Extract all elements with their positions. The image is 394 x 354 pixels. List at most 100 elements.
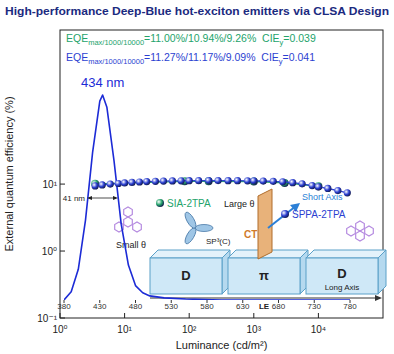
arrow-head [375, 295, 382, 301]
y-tick-label: 10⁰ [42, 246, 57, 257]
series-marker [314, 182, 322, 190]
annotation-part: EQE [66, 51, 88, 63]
annotation-part: =11.27%/11.17%/9.09% CIE [144, 51, 279, 63]
molecule-ring [347, 226, 356, 236]
annotation-part: EQE [66, 32, 88, 44]
propeller-blade [183, 226, 198, 245]
box-front [228, 258, 300, 294]
molecule-ring [356, 221, 365, 231]
series-marker [315, 183, 322, 190]
x-tick-label: 10² [182, 324, 197, 335]
y-axis-label: External quantum efficiency (%) [3, 96, 15, 251]
diagram-label: π [259, 268, 269, 283]
x-tick [189, 313, 190, 318]
series-marker [299, 180, 306, 187]
series-marker [289, 179, 296, 186]
legend-marker [281, 210, 289, 218]
y-tick-label: 10¹ [43, 179, 58, 190]
series-marker [99, 181, 106, 188]
annotation-part: max/1000/10000 [88, 38, 144, 47]
series-marker [169, 177, 176, 184]
plot-frame [60, 30, 383, 318]
ct-plate [258, 189, 272, 259]
diagram-label: Large θ [224, 199, 255, 209]
annotation-part: =11.00%/10.94%/9.26% CIE [144, 32, 280, 44]
series-marker [186, 177, 193, 184]
annotation: EQEmax/1000/10000=11.00%/10.94%/9.26% CI… [66, 32, 316, 47]
y-tick [60, 318, 65, 319]
x-axis-label: Luminance (cd/m²) [176, 339, 268, 351]
series-marker [195, 177, 202, 184]
fwhm-label: 41 nm [63, 194, 86, 203]
y-tick [60, 184, 65, 185]
inset-x-tick-label: 730 [308, 302, 322, 311]
series-marker [205, 177, 212, 184]
diagram-label: Small θ [116, 240, 146, 250]
x-tick-label: 10⁰ [52, 324, 67, 335]
propeller-blade [183, 211, 198, 230]
series-marker [107, 180, 114, 187]
inset-x-tick-label: 580 [200, 302, 214, 311]
propeller-blade [195, 225, 213, 232]
x-tick-label: 10³ [247, 324, 262, 335]
x-tick [318, 313, 319, 318]
series-marker [260, 177, 267, 184]
series-group [91, 177, 351, 196]
series-marker [224, 177, 231, 184]
diagram-label: D [337, 266, 346, 281]
annotation-part: =0.041 [283, 51, 316, 63]
series-marker [234, 177, 241, 184]
inset-x-tick-label: 630 [236, 302, 250, 311]
box-side [378, 250, 386, 294]
box-front [150, 258, 222, 294]
series-marker [92, 182, 99, 189]
diagram-label: D [181, 268, 190, 283]
molecule-ring [133, 222, 142, 232]
molecule-ring [365, 226, 374, 236]
annotation-part: =0.039 [283, 32, 316, 44]
series-marker [214, 177, 221, 184]
inset-x-tick-label: 480 [129, 302, 143, 311]
arrow-head [113, 196, 118, 200]
inset-x-tick-label: 430 [93, 302, 107, 311]
box-front [306, 258, 378, 294]
figure: High-performance Deep-Blue hot-exciton e… [0, 0, 394, 354]
series-marker [143, 178, 150, 185]
y-tick-label: 10⁻¹ [37, 313, 57, 324]
title: High-performance Deep-Blue hot-exciton e… [5, 5, 389, 17]
molecule-ring [356, 231, 365, 241]
series-marker [136, 178, 143, 185]
diagram-label: CT [244, 229, 257, 240]
box-top [306, 250, 386, 258]
x-tick [60, 313, 61, 318]
series-marker [160, 177, 167, 184]
diagram: Large θSmall θShort AxisCTSP³(C)DπDLong … [115, 189, 386, 311]
series-marker [121, 179, 128, 186]
series-marker [115, 180, 122, 187]
legend-label: SPPA-2TPA [292, 209, 346, 220]
inset-x-tick-label: 680 [272, 302, 286, 311]
series-marker [128, 179, 135, 186]
fwhm-line [89, 198, 116, 199]
inset-x-tick-label: 380 [57, 302, 71, 311]
peak-label: 434 nm [81, 75, 124, 90]
series-marker [244, 177, 251, 184]
annotation: EQEmax/1000/10000=11.27%/11.17%/9.09% CI… [66, 51, 315, 66]
x-tick [124, 313, 125, 318]
series-marker [250, 177, 258, 185]
diagram-label: SP³(C) [206, 237, 231, 246]
series-marker [270, 178, 277, 185]
x-tick-label: 10¹ [117, 324, 132, 335]
diagram-label: LE [259, 302, 270, 311]
inset-plot [64, 95, 350, 300]
diagram-label: Long Axis [325, 283, 360, 292]
series-marker [309, 182, 316, 189]
series-marker [205, 177, 213, 185]
inset-x-tick-label: 780 [343, 302, 357, 311]
series-marker [250, 177, 257, 184]
arrow-head [87, 196, 92, 200]
box-top [150, 250, 230, 258]
x-tick [253, 313, 254, 318]
series-marker [178, 177, 185, 184]
series-marker [279, 178, 286, 185]
